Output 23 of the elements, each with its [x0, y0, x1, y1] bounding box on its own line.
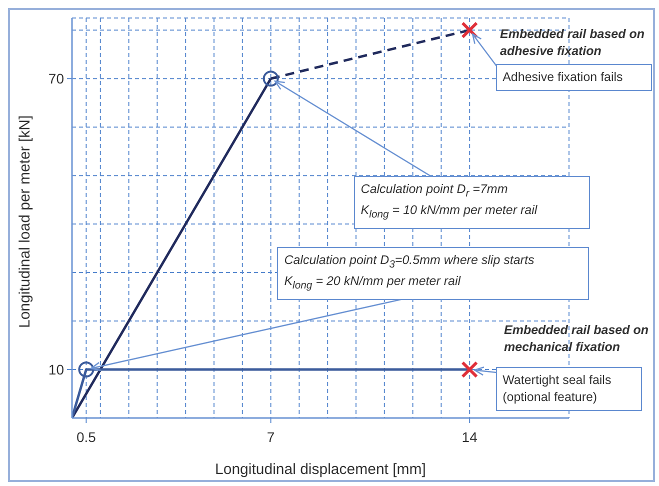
y-tick-label: 70: [48, 70, 64, 87]
x-tick-label: 14: [462, 429, 478, 445]
annotation: Calculation point D$_{r}$ =7mm: [360, 180, 509, 202]
annotation: Embedded rail based on mechanical fixation: [504, 322, 650, 356]
y-tick-label: 10: [48, 362, 64, 378]
annotation: (optional feature): [502, 388, 598, 406]
point: [262, 70, 279, 87]
annotation: Calculation point D$_{3}$=0.5mm where slip starts: [284, 252, 536, 272]
point: [78, 362, 94, 378]
annotation: Embedded rail based on adhesive fixation: [500, 26, 646, 60]
y-axis-title: Longitudinal load per meter [kN]: [16, 115, 34, 328]
x-tick-label: 0.5: [76, 429, 96, 445]
x-axis-title: Longitudinal displacement [mm]: [215, 461, 426, 478]
note-box: Calculation point D$_{r}$ =7mm K$_{long}$ = 10 kN/mm per meter rail: [354, 176, 590, 229]
point: [461, 361, 478, 378]
note-box: Calculation point D$_{3}$=0.5mm where slip starts K$_{long}$ = 20 kN/mm per meter rail: [277, 246, 590, 300]
note-box: Watertight seal fails (optional feature): [496, 366, 642, 410]
annotation: Adhesive fixation fails: [502, 69, 624, 86]
annotation: K$_{long}$ = 10 kN/mm per meter rail: [360, 202, 538, 223]
x-tick-label: 7: [266, 429, 275, 445]
annotation: Watertight seal fails: [502, 372, 612, 388]
annotation: K$_{long}$ = 20 kN/mm per meter rail: [284, 273, 462, 294]
note-box: Adhesive fixation fails: [496, 64, 652, 92]
